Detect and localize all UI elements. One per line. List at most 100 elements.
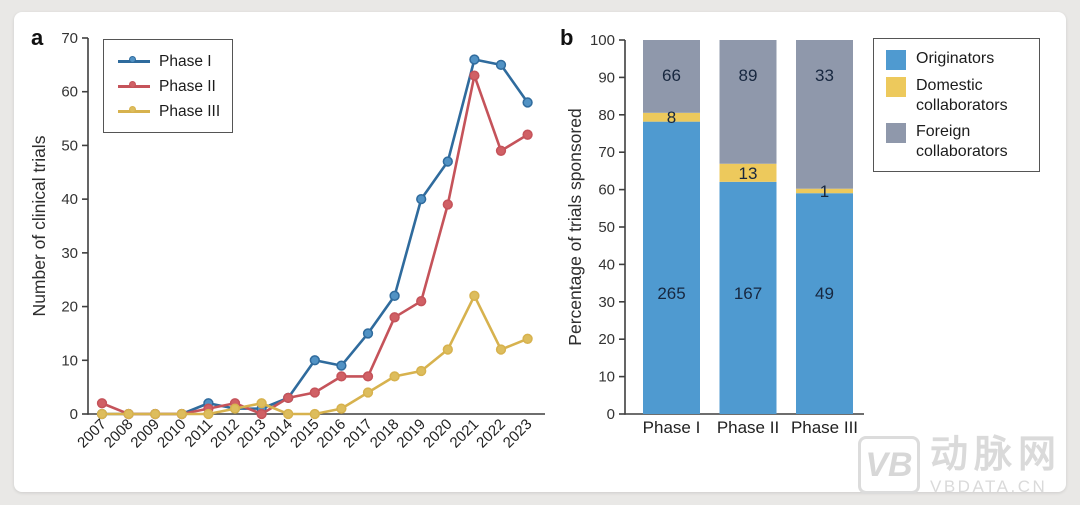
figure-card: a b 0 10 20 30 40 50 60 70 2007 2008 2009 2010 2011 2… (14, 12, 1066, 492)
legend-label: Phase III (159, 102, 221, 120)
bar-segment (796, 40, 853, 189)
data-point (96, 408, 108, 420)
bar-segment (796, 193, 853, 414)
y-tick-label: 40 (61, 191, 78, 208)
data-point (96, 398, 108, 409)
data-point (522, 129, 533, 140)
x-tick-label: 2010 (154, 416, 190, 452)
x-tick-label: 2014 (260, 416, 296, 452)
data-point (203, 408, 214, 420)
x-tick-label: 2022 (473, 416, 509, 452)
x-tick-label: 2016 (314, 416, 350, 452)
data-point (283, 392, 294, 404)
legend-label: Phase I (159, 52, 212, 70)
data-point (495, 59, 507, 71)
x-tick-label: 2017 (340, 416, 376, 452)
panel-b-label: b (560, 25, 574, 50)
x-tick-label: 2011 (181, 416, 216, 451)
data-point (522, 333, 533, 344)
data-point (309, 408, 320, 420)
data-point (362, 371, 374, 382)
stacked-bar-chart-sponsorship: 0 10 20 30 40 50 60 70 80 90 100 Percentage of tria… (565, 32, 864, 437)
data-point (469, 290, 480, 301)
bar-segment (643, 121, 700, 414)
foreign-count-label: 33 (815, 66, 834, 85)
bar-segment (719, 181, 777, 414)
data-point (336, 403, 347, 414)
data-point (336, 371, 347, 382)
legend-panel-a: Phase I Phase II Phase III (103, 39, 233, 133)
y-tick-label: 10 (598, 369, 615, 386)
phase-3-line-swatch (118, 106, 150, 113)
x-tick-label: 2015 (287, 416, 323, 452)
foreign-count-label: 89 (739, 66, 758, 85)
data-point (256, 408, 267, 420)
y-tick-label: 90 (598, 69, 615, 86)
data-point (336, 360, 347, 371)
data-point (150, 408, 161, 420)
data-point (442, 156, 453, 167)
x-tick-label: 2007 (74, 416, 110, 452)
x-tick-label: 2018 (367, 416, 403, 452)
x-tick-label: 2019 (393, 416, 429, 452)
data-point (229, 403, 241, 414)
y-tick-label: 70 (598, 144, 615, 161)
stacked-bar-phase-iii: 49 1 33 (796, 40, 853, 414)
data-point (469, 70, 480, 81)
domestic-count-label: 8 (667, 108, 676, 127)
data-point (442, 199, 453, 210)
y-tick-label: 30 (598, 294, 615, 311)
legend-item-phase-3: Phase III (118, 99, 232, 124)
y-tick-label: 30 (61, 245, 78, 262)
line-chart-clinical-trials: 0102030405060702007200820092010201120122… (29, 30, 545, 451)
y-tick-label: 50 (598, 219, 615, 236)
legend-item-phase-2: Phase II (118, 74, 232, 99)
data-point (123, 408, 134, 420)
y-tick-label: 20 (598, 331, 615, 348)
x-tick-label: 2008 (101, 416, 137, 452)
bar-segment (643, 112, 700, 122)
data-point (389, 371, 400, 382)
y-tick-label: 20 (61, 299, 78, 316)
y-tick-label: 50 (61, 137, 78, 154)
data-point (469, 54, 480, 65)
x-tick-label: 2023 (500, 416, 536, 452)
y-tick-label: 100 (590, 32, 615, 49)
legend-panel-b: Originators Domestic collaborators Forei… (873, 38, 1040, 172)
y-tick-label: 10 (61, 352, 78, 369)
data-point (283, 408, 294, 420)
x-category-label: Phase III (791, 418, 858, 437)
foreign-collaborators-swatch (886, 123, 906, 143)
y-tick-label: 80 (598, 107, 615, 124)
phase-2-marker-icon (129, 81, 136, 88)
y-tick-label: 0 (70, 406, 78, 423)
legend-label: Phase II (159, 77, 216, 95)
bar-segment (643, 40, 700, 113)
phase-1-marker-icon (129, 56, 136, 63)
domestic-count-label: 1 (820, 182, 829, 201)
bar-segment (719, 40, 777, 164)
y-tick-label: 60 (598, 182, 615, 199)
originators-count-label: 265 (657, 284, 685, 303)
data-point (362, 387, 374, 398)
data-point (362, 328, 374, 339)
originators-count-label: 49 (815, 284, 834, 303)
legend-item-foreign-collaborators: Foreign collaborators (886, 122, 1039, 162)
panel-a-axes: 0102030405060702007200820092010201120122… (61, 30, 545, 451)
data-point (442, 344, 453, 355)
bar-segment (796, 188, 853, 194)
phase-3-marker-icon (129, 106, 136, 113)
data-point (416, 193, 427, 205)
data-point (309, 355, 320, 366)
x-category-label: Phase I (643, 418, 701, 437)
originators-count-label: 167 (734, 284, 762, 303)
data-point (309, 387, 320, 398)
data-point (416, 296, 427, 307)
legend-item-originators: Originators (886, 49, 1039, 70)
legend-item-phase-1: Phase I (118, 49, 232, 74)
y-tick-label: 70 (61, 30, 78, 47)
y-tick-label: 40 (598, 256, 615, 273)
domestic-collaborators-swatch (886, 77, 906, 97)
data-point (256, 398, 267, 409)
